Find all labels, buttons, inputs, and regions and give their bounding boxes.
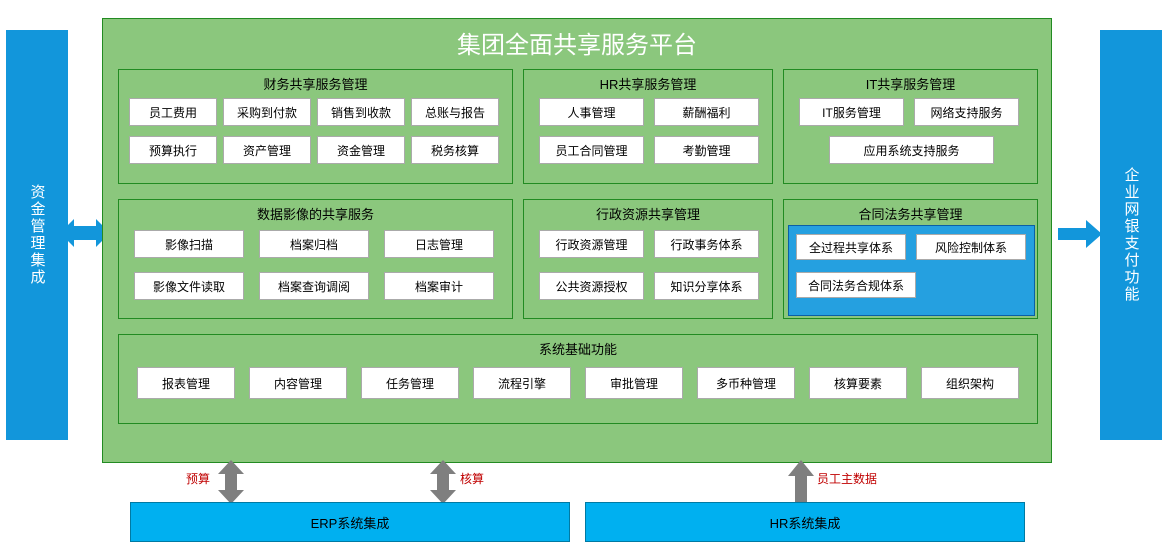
cell-item: IT服务管理	[799, 98, 904, 126]
cell-item: 影像扫描	[134, 230, 244, 258]
label-emp-master: 员工主数据	[817, 470, 877, 487]
cell-item: 薪酬福利	[654, 98, 759, 126]
cell-item: 档案归档	[259, 230, 369, 258]
cell-item: 合同法务合规体系	[796, 272, 916, 298]
cell-item: 档案审计	[384, 272, 494, 300]
right-side-panel: 企业网银支付功能	[1100, 30, 1162, 440]
cell-item: 审批管理	[585, 367, 683, 399]
cell-item: 流程引擎	[473, 367, 571, 399]
label-budget: 预算	[186, 470, 210, 487]
panel-admin-title: 行政资源共享管理	[524, 200, 772, 227]
updown-arrow-icon	[218, 460, 244, 504]
cell-item: 核算要素	[809, 367, 907, 399]
cell-item: 员工合同管理	[539, 136, 644, 164]
left-side-label: 资金管理集成	[27, 184, 48, 286]
platform-title: 集团全面共享服务平台	[103, 19, 1051, 70]
cell-item: 报表管理	[137, 367, 235, 399]
cell-item: 税务核算	[411, 136, 499, 164]
up-arrow-icon	[788, 460, 814, 504]
bottom-erp-box: ERP系统集成	[130, 502, 570, 542]
cell-item: 日志管理	[384, 230, 494, 258]
left-side-panel: 资金管理集成	[6, 30, 68, 440]
panel-base-title: 系统基础功能	[119, 335, 1037, 362]
cell-item: 组织架构	[921, 367, 1019, 399]
cell-item: 考勤管理	[654, 136, 759, 164]
diagram-canvas: 资金管理集成 企业网银支付功能 集团全面共享服务平台 财务共享服务管理 员工费用…	[0, 0, 1167, 556]
panel-finance-title: 财务共享服务管理	[119, 70, 512, 97]
cell-item: 多币种管理	[697, 367, 795, 399]
cell-item: 公共资源授权	[539, 272, 644, 300]
cell-item: 人事管理	[539, 98, 644, 126]
panel-it-title: IT共享服务管理	[784, 70, 1037, 97]
panel-base: 系统基础功能 报表管理 内容管理 任务管理 流程引擎 审批管理 多币种管理 核算…	[118, 334, 1038, 424]
panel-data-image: 数据影像的共享服务 影像扫描 档案归档 日志管理 影像文件读取 档案查询调阅 档…	[118, 199, 513, 319]
right-arrow-icon	[1058, 220, 1102, 248]
cell-item: 档案查询调阅	[259, 272, 369, 300]
panel-legal-title: 合同法务共享管理	[784, 200, 1037, 227]
cell-item: 内容管理	[249, 367, 347, 399]
cell-item: 总账与报告	[411, 98, 499, 126]
bottom-erp-label: ERP系统集成	[311, 513, 390, 532]
panel-it: IT共享服务管理 IT服务管理 网络支持服务 应用系统支持服务	[783, 69, 1038, 184]
right-side-label: 企业网银支付功能	[1121, 167, 1142, 303]
label-accounting: 核算	[460, 470, 484, 487]
cell-item: 员工费用	[129, 98, 217, 126]
cell-item: 行政事务体系	[654, 230, 759, 258]
cell-item: 销售到收款	[317, 98, 405, 126]
panel-legal: 合同法务共享管理 全过程共享体系 风险控制体系 合同法务合规体系	[783, 199, 1038, 319]
panel-data-image-title: 数据影像的共享服务	[119, 200, 512, 227]
updown-arrow-icon	[430, 460, 456, 504]
panel-admin: 行政资源共享管理 行政资源管理 行政事务体系 公共资源授权 知识分享体系	[523, 199, 773, 319]
panel-hr-title: HR共享服务管理	[524, 70, 772, 97]
bottom-hr-box: HR系统集成	[585, 502, 1025, 542]
cell-item: 采购到付款	[223, 98, 311, 126]
cell-item: 行政资源管理	[539, 230, 644, 258]
cell-item: 网络支持服务	[914, 98, 1019, 126]
bottom-hr-label: HR系统集成	[770, 513, 841, 532]
cell-item: 预算执行	[129, 136, 217, 164]
cell-item: 应用系统支持服务	[829, 136, 994, 164]
cell-item: 全过程共享体系	[796, 234, 906, 260]
panel-hr: HR共享服务管理 人事管理 薪酬福利 员工合同管理 考勤管理	[523, 69, 773, 184]
cell-item: 知识分享体系	[654, 272, 759, 300]
main-platform-panel: 集团全面共享服务平台 财务共享服务管理 员工费用 采购到付款 销售到收款 总账与…	[102, 18, 1052, 463]
cell-item: 风险控制体系	[916, 234, 1026, 260]
cell-item: 影像文件读取	[134, 272, 244, 300]
panel-finance: 财务共享服务管理 员工费用 采购到付款 销售到收款 总账与报告 预算执行 资产管…	[118, 69, 513, 184]
cell-item: 资产管理	[223, 136, 311, 164]
cell-item: 任务管理	[361, 367, 459, 399]
cell-item: 资金管理	[317, 136, 405, 164]
